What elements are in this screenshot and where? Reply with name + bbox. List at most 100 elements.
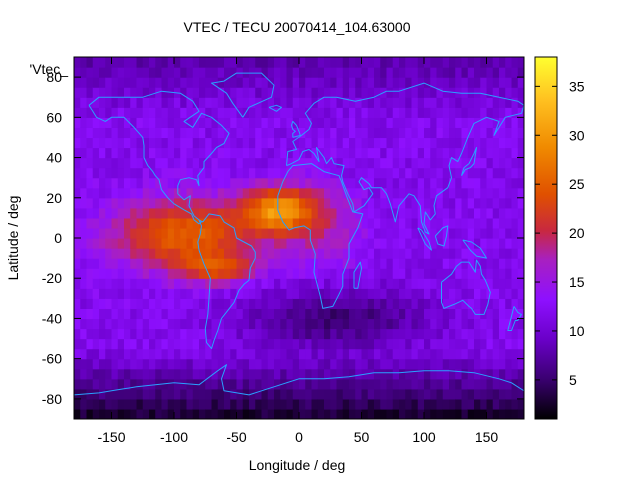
y-tick-label: -60	[42, 351, 62, 367]
heatmap-cell	[136, 177, 144, 189]
heatmap-cell	[105, 217, 113, 229]
heatmap-cell	[80, 358, 88, 370]
heatmap-cell	[342, 87, 350, 98]
heatmap-cell	[99, 227, 106, 239]
heatmap-cell	[261, 87, 269, 98]
heatmap-cell	[324, 288, 331, 299]
heatmap-cell	[311, 398, 319, 410]
heatmap-cell	[280, 298, 288, 309]
heatmap-cell	[174, 248, 181, 259]
heatmap-cell	[249, 67, 256, 78]
heatmap-cell	[280, 87, 288, 98]
heatmap-cell	[299, 187, 306, 199]
heatmap-cell	[217, 378, 225, 390]
heatmap-cell	[299, 57, 306, 68]
heatmap-cell	[249, 57, 256, 68]
heatmap-cell	[105, 107, 113, 118]
heatmap-cell	[211, 238, 219, 249]
heatmap-cell	[242, 308, 250, 320]
heatmap-cell	[467, 157, 475, 169]
heatmap-cell	[386, 268, 394, 279]
heatmap-cell	[361, 57, 369, 68]
heatmap-cell	[480, 67, 488, 78]
heatmap-cell	[442, 388, 450, 400]
heatmap-cell	[455, 248, 463, 259]
heatmap-cell	[161, 298, 169, 309]
heatmap-cell	[280, 288, 288, 299]
heatmap-cell	[92, 167, 100, 179]
heatmap-cell	[449, 318, 456, 330]
heatmap-cell	[105, 358, 113, 370]
heatmap-cell	[424, 137, 431, 149]
heatmap-cell	[449, 308, 456, 320]
heatmap-cell	[492, 318, 500, 330]
heatmap-cell	[161, 197, 169, 209]
heatmap-cell	[205, 328, 213, 340]
heatmap-cell	[499, 107, 506, 118]
heatmap-cell	[242, 57, 250, 68]
heatmap-cell	[130, 318, 138, 330]
heatmap-cell	[374, 318, 381, 330]
heatmap-cell	[286, 137, 294, 149]
heatmap-cell	[449, 57, 456, 68]
heatmap-cell	[424, 197, 431, 209]
heatmap-cell	[117, 248, 125, 259]
heatmap-cell	[230, 328, 238, 340]
heatmap-cell	[136, 227, 144, 239]
heatmap-cell	[230, 398, 238, 410]
heatmap-cell	[349, 328, 356, 340]
heatmap-cell	[392, 217, 400, 229]
heatmap-cell	[499, 248, 506, 259]
heatmap-cell	[424, 378, 431, 390]
heatmap-cell	[424, 278, 431, 289]
heatmap-cell	[392, 167, 400, 179]
heatmap-cell	[380, 388, 388, 400]
heatmap-cell	[224, 157, 231, 169]
heatmap-cell	[467, 268, 475, 279]
heatmap-cell	[174, 238, 181, 249]
heatmap-cell	[224, 127, 231, 139]
heatmap-cell	[99, 358, 106, 370]
heatmap-cell	[517, 298, 524, 309]
heatmap-cell	[449, 258, 456, 269]
heatmap-cell	[174, 348, 181, 360]
heatmap-cell	[167, 227, 175, 239]
heatmap-cell	[492, 137, 500, 149]
heatmap-cell	[205, 217, 213, 229]
heatmap-cell	[230, 288, 238, 299]
heatmap-cell	[392, 338, 400, 350]
heatmap-cell	[386, 67, 394, 78]
heatmap-cell	[511, 77, 519, 88]
heatmap-cell	[430, 97, 438, 108]
heatmap-cell	[517, 408, 524, 419]
heatmap-cell	[374, 117, 381, 128]
heatmap-cell	[505, 77, 513, 88]
heatmap-cell	[267, 227, 275, 239]
heatmap-cell	[380, 77, 388, 88]
heatmap-cell	[505, 117, 513, 128]
heatmap-cell	[505, 388, 513, 400]
heatmap-cell	[436, 127, 444, 139]
heatmap-cell	[167, 127, 175, 139]
heatmap-cell	[224, 308, 231, 320]
heatmap-cell	[349, 207, 356, 219]
heatmap-cell	[211, 207, 219, 219]
heatmap-cell	[411, 398, 419, 410]
heatmap-cell	[86, 378, 94, 390]
heatmap-cell	[492, 167, 500, 179]
heatmap-cell	[86, 157, 94, 169]
heatmap-cell	[374, 288, 381, 299]
heatmap-cell	[149, 187, 156, 199]
heatmap-cell	[455, 137, 463, 149]
heatmap-cell	[92, 348, 100, 360]
heatmap-cell	[92, 268, 100, 279]
heatmap-cell	[499, 77, 506, 88]
heatmap-cell	[355, 308, 363, 320]
heatmap-cell	[430, 227, 438, 239]
heatmap-cell	[286, 388, 294, 400]
heatmap-cell	[199, 157, 206, 169]
heatmap-cell	[511, 187, 519, 199]
heatmap-cell	[305, 398, 313, 410]
heatmap-cell	[380, 167, 388, 179]
heatmap-cell	[492, 348, 500, 360]
